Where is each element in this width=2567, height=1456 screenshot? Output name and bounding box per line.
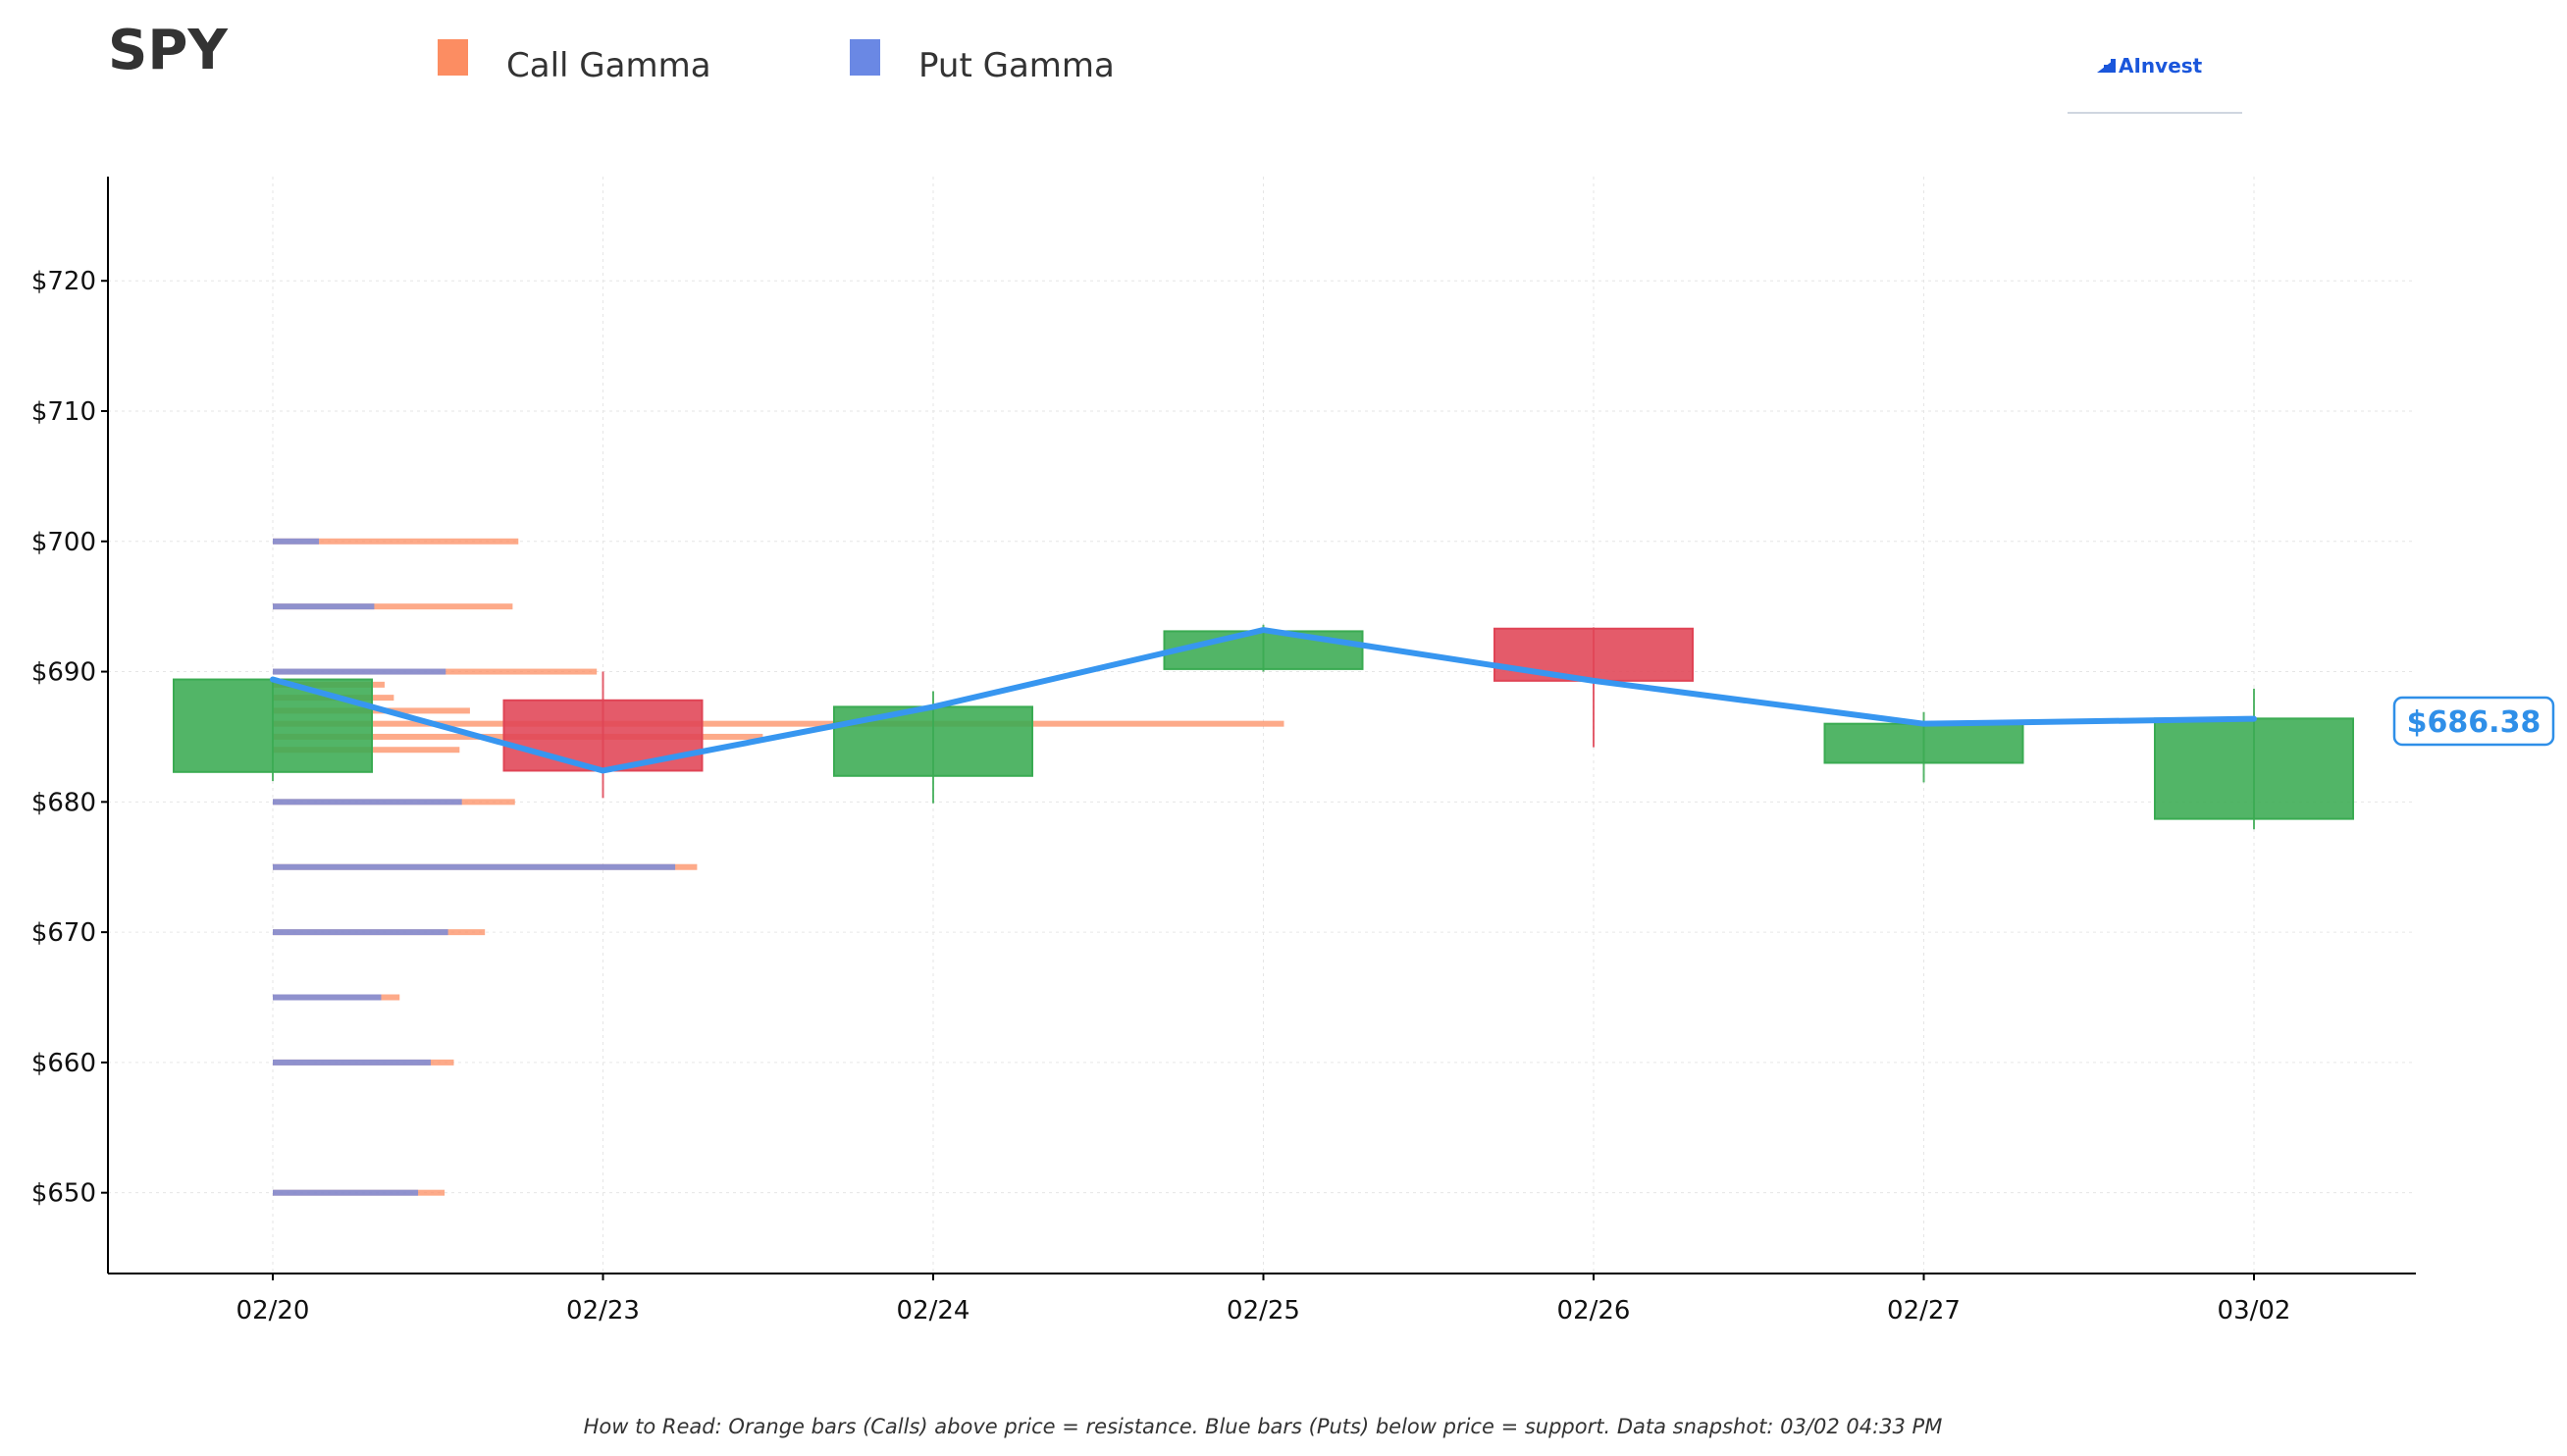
y-tick-label: $650 bbox=[31, 1179, 96, 1209]
gamma-bars bbox=[273, 538, 1284, 1196]
x-tick-label: 02/27 bbox=[1887, 1296, 1961, 1326]
put-gamma-bar bbox=[273, 994, 382, 1001]
x-tick-label: 03/02 bbox=[2218, 1296, 2291, 1326]
call-gamma-bar bbox=[273, 720, 1284, 727]
y-tick-label: $660 bbox=[31, 1049, 96, 1078]
put-gamma-bar bbox=[273, 603, 375, 610]
brand-logo: AInvest bbox=[2068, 54, 2242, 114]
y-tick-label: $690 bbox=[31, 658, 96, 688]
current-price-badge: $686.38 bbox=[2392, 696, 2555, 747]
tick-labels: $650 $660 $670 $680 $690 $700 $710 $720 02/20 02/… bbox=[31, 267, 2291, 1326]
current-price-label: $686.38 bbox=[2407, 705, 2541, 740]
brand-name: AInvest bbox=[2119, 54, 2203, 78]
y-tick-label: $710 bbox=[31, 397, 96, 427]
price-line bbox=[270, 627, 2257, 774]
legend-put-swatch bbox=[850, 39, 880, 76]
x-tick-label: 02/25 bbox=[1227, 1296, 1300, 1326]
call-gamma-bar bbox=[273, 603, 513, 610]
y-tick-label: $720 bbox=[31, 267, 96, 296]
call-gamma-bar bbox=[273, 538, 519, 545]
put-gamma-bar bbox=[273, 1189, 419, 1196]
put-gamma-bar bbox=[273, 799, 462, 806]
brand-chart-icon bbox=[2097, 59, 2116, 73]
candle-body bbox=[1163, 630, 1364, 670]
legend-call-swatch bbox=[438, 39, 468, 76]
put-gamma-bar bbox=[273, 929, 448, 936]
legend-call-label: Call Gamma bbox=[506, 46, 711, 85]
put-gamma-bar bbox=[273, 538, 319, 545]
chart-title: SPY bbox=[108, 19, 229, 82]
candle-body bbox=[2154, 717, 2354, 820]
legend-put-label: Put Gamma bbox=[918, 46, 1115, 85]
price-line-layer bbox=[270, 627, 2257, 774]
candle-body bbox=[173, 678, 373, 773]
x-tick-label: 02/23 bbox=[566, 1296, 640, 1326]
axes bbox=[107, 177, 2416, 1274]
current-price-box bbox=[2392, 696, 2555, 747]
x-tick-label: 02/26 bbox=[1557, 1296, 1631, 1326]
x-tick-label: 02/24 bbox=[897, 1296, 970, 1326]
y-tick-label: $700 bbox=[31, 528, 96, 557]
candle-body bbox=[833, 705, 1033, 777]
footnote: How to Read: Orange bars (Calls) above p… bbox=[584, 1415, 1943, 1438]
y-tick-label: $680 bbox=[31, 788, 96, 817]
put-gamma-bar bbox=[273, 1059, 431, 1066]
put-gamma-bar bbox=[273, 668, 446, 675]
candle-body bbox=[1823, 722, 2024, 764]
y-tick-label: $670 bbox=[31, 918, 96, 948]
put-gamma-bar bbox=[273, 863, 676, 870]
x-tick-label: 02/20 bbox=[236, 1296, 310, 1326]
